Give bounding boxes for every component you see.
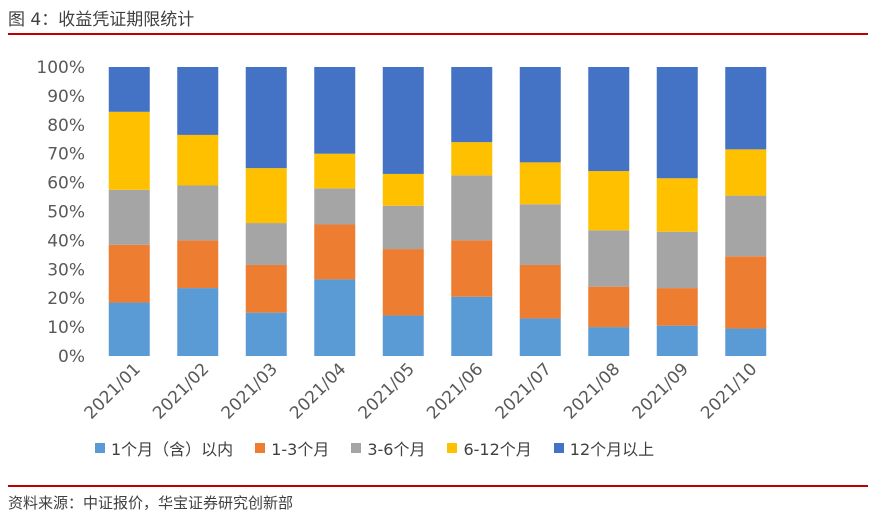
legend-item: 1-3个月	[255, 436, 329, 460]
bar-segment	[245, 67, 287, 169]
legend-item: 1个月（含）以内	[95, 436, 233, 460]
bar-segment	[177, 288, 219, 356]
x-tick-label: 2021/04	[286, 359, 350, 423]
bar-segment	[108, 244, 150, 303]
y-tick-label: 60%	[47, 174, 85, 194]
bar-segment	[519, 318, 561, 356]
bar-segment	[177, 240, 219, 289]
top-rule	[8, 33, 868, 35]
x-tick-label: 2021/08	[560, 359, 624, 423]
bar-segment	[177, 134, 219, 186]
legend-label: 1-3个月	[271, 440, 330, 459]
y-tick-label: 90%	[47, 87, 85, 107]
y-tick-label: 20%	[47, 289, 85, 309]
x-tick-label: 2021/07	[492, 359, 556, 423]
bar-segment	[656, 288, 698, 326]
bar-segment	[656, 231, 698, 289]
bar-segment	[451, 142, 493, 176]
bar-segment	[177, 67, 219, 135]
y-tick-label: 70%	[47, 145, 85, 165]
bar-segment	[725, 195, 767, 257]
bar-segment	[725, 67, 767, 150]
y-tick-label: 30%	[47, 260, 85, 280]
y-tick-label: 40%	[47, 231, 85, 251]
bar-segment	[108, 302, 150, 356]
bar-segment	[382, 205, 424, 250]
legend-item: 3-6个月	[351, 436, 425, 460]
x-tick-label: 2021/01	[81, 359, 145, 423]
legend-swatch	[553, 443, 564, 453]
bar-segment	[451, 240, 493, 297]
x-tick-label: 2021/05	[355, 359, 419, 423]
legend-swatch	[255, 443, 266, 453]
bar-segment	[382, 67, 424, 174]
y-tick-label: 50%	[47, 203, 85, 223]
x-tick-label: 2021/10	[697, 359, 761, 423]
y-tick-label: 80%	[47, 116, 85, 136]
bar-segment	[382, 249, 424, 316]
bar-segment	[588, 171, 630, 231]
bar-segment	[725, 256, 767, 329]
bar-segment	[108, 111, 150, 190]
legend-label: 3-6个月	[367, 440, 426, 459]
legend-swatch	[95, 443, 105, 453]
bar-segment	[656, 325, 698, 356]
source-note: 资料来源：中证报价，华宝证券研究创新部	[8, 494, 294, 512]
bar-segment	[656, 178, 698, 232]
bar-segment	[656, 67, 698, 179]
bar-segment	[519, 67, 561, 163]
bar-segment	[314, 188, 356, 225]
bar-segment	[451, 175, 493, 241]
bar-segment	[245, 312, 287, 356]
bar-segment	[588, 230, 630, 287]
x-tick-label: 2021/02	[149, 359, 213, 423]
y-tick-label: 10%	[47, 318, 85, 338]
legend-swatch	[447, 443, 458, 453]
legend-item: 12个月以上	[553, 436, 655, 460]
bar-segment	[519, 162, 561, 205]
bottom-rule	[8, 485, 868, 487]
bar-segment	[177, 185, 219, 241]
legend-label: 6-12个月	[463, 440, 532, 459]
legend-item: 6-12个月	[447, 436, 532, 460]
bar-segment	[725, 149, 767, 196]
bar-segment	[451, 67, 493, 143]
legend-label: 1个月（含）以内	[111, 440, 234, 459]
bar-segment	[519, 264, 561, 319]
bar-segment	[382, 315, 424, 356]
bar-segment	[314, 67, 356, 154]
bar-segment	[314, 153, 356, 189]
bar-segment	[382, 173, 424, 206]
bar-segment	[245, 264, 287, 313]
bar-segment	[451, 296, 493, 356]
bar-segment	[314, 224, 356, 280]
bar-segment	[588, 286, 630, 328]
bar-segment	[314, 279, 356, 356]
bar-segment	[245, 223, 287, 265]
x-tick-label: 2021/06	[423, 359, 487, 423]
legend-label: 12个月以上	[569, 440, 655, 459]
x-tick-label: 2021/09	[629, 359, 693, 423]
bar-segment	[588, 327, 630, 356]
bar-segment	[519, 204, 561, 265]
legend-swatch	[351, 443, 362, 453]
bar-segment	[108, 189, 150, 245]
x-tick-label: 2021/03	[218, 359, 282, 423]
y-tick-label: 100%	[36, 58, 85, 78]
figure-title: 图 4：收益凭证期限统计	[8, 10, 195, 30]
bar-segment	[108, 67, 150, 112]
y-tick-label: 0%	[58, 347, 85, 367]
bar-segment	[588, 67, 630, 172]
chart-legend: 1个月（含）以内 1-3个月 3-6个月 6-12个月 12个月以上	[95, 436, 654, 460]
bar-segment	[725, 328, 767, 356]
bar-segment	[245, 168, 287, 224]
